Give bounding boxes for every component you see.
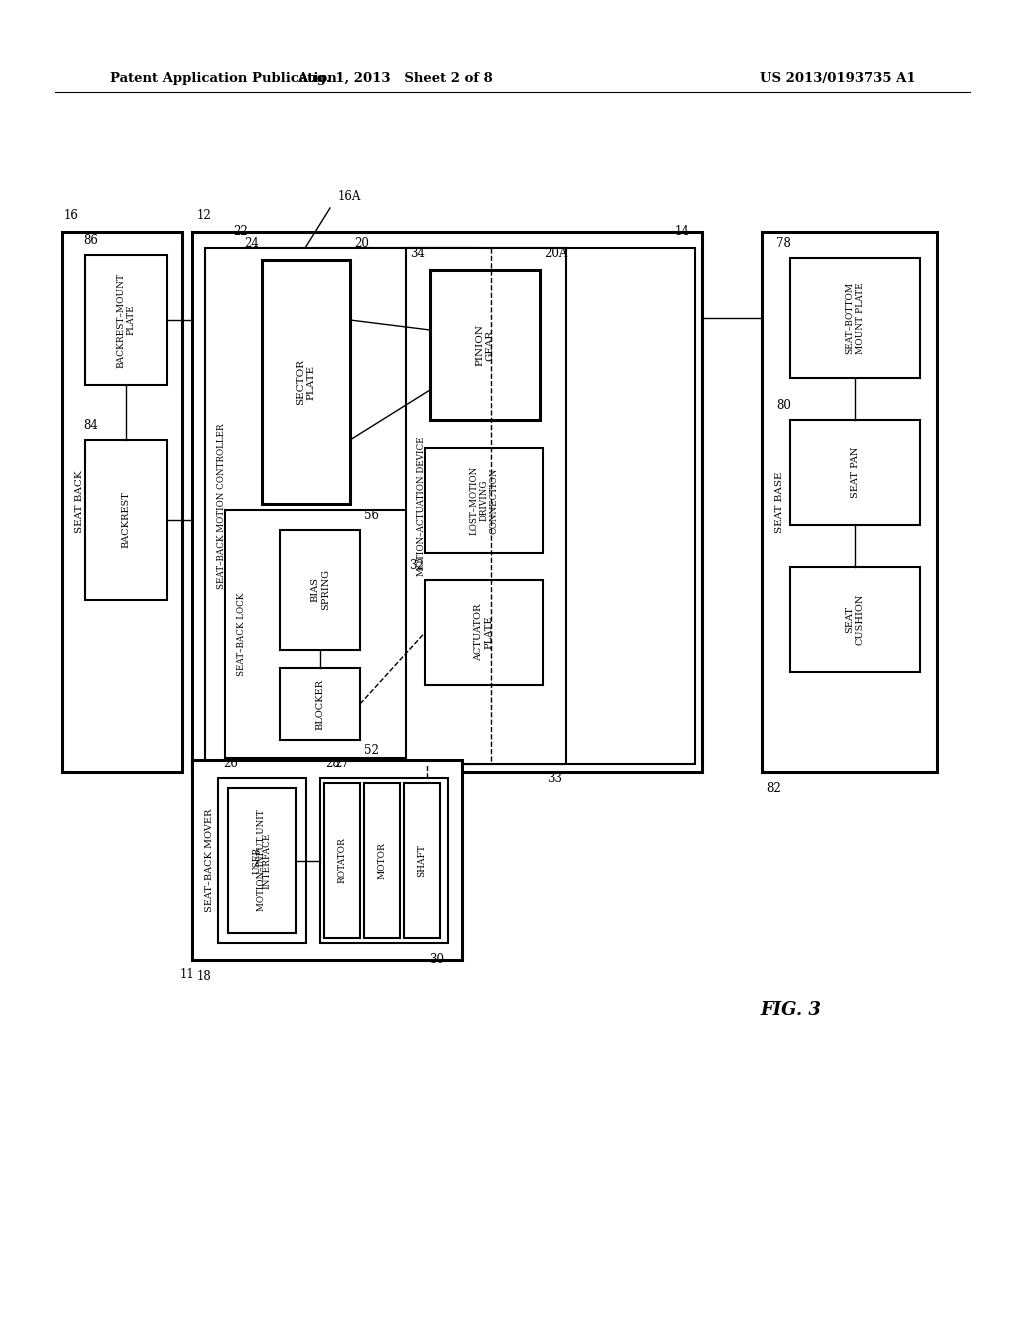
Bar bbox=[262, 260, 350, 504]
Text: ROTATOR: ROTATOR bbox=[338, 838, 346, 883]
Text: 24: 24 bbox=[244, 238, 259, 249]
Text: 16: 16 bbox=[63, 209, 79, 222]
Text: 26: 26 bbox=[223, 756, 238, 770]
Text: SEAT
CUSHION: SEAT CUSHION bbox=[845, 594, 864, 645]
Text: 11: 11 bbox=[180, 968, 195, 981]
Text: 22: 22 bbox=[233, 224, 248, 238]
Bar bbox=[762, 232, 937, 772]
Bar bbox=[404, 783, 440, 939]
Text: 16A: 16A bbox=[338, 190, 361, 203]
Text: 28: 28 bbox=[325, 756, 340, 770]
Bar bbox=[790, 257, 920, 378]
Bar bbox=[406, 248, 566, 764]
Text: SEAT–BACK LOCK: SEAT–BACK LOCK bbox=[237, 593, 246, 676]
Text: 82: 82 bbox=[766, 781, 780, 795]
Text: 34: 34 bbox=[410, 247, 425, 260]
Text: SEAT–BACK MOVER: SEAT–BACK MOVER bbox=[206, 808, 214, 912]
Text: SEAT PAN: SEAT PAN bbox=[851, 446, 859, 498]
Text: 84: 84 bbox=[83, 418, 98, 432]
Text: 33: 33 bbox=[547, 772, 562, 785]
Bar bbox=[790, 568, 920, 672]
Text: 32: 32 bbox=[409, 558, 424, 572]
Text: USER
INTERFACE: USER INTERFACE bbox=[252, 832, 271, 888]
Bar bbox=[364, 783, 400, 939]
Text: BACKREST: BACKREST bbox=[122, 491, 130, 548]
Text: 52: 52 bbox=[364, 744, 379, 756]
Bar bbox=[85, 255, 167, 385]
Bar bbox=[250, 248, 695, 764]
Text: SECTOR
PLATE: SECTOR PLATE bbox=[296, 359, 315, 405]
Bar bbox=[193, 760, 462, 960]
Bar bbox=[430, 271, 540, 420]
Bar bbox=[280, 531, 360, 649]
Text: 86: 86 bbox=[83, 234, 98, 247]
Text: SEAT–BACK MOTION CONTROLLER: SEAT–BACK MOTION CONTROLLER bbox=[216, 424, 225, 589]
Bar bbox=[280, 668, 360, 741]
Bar bbox=[324, 783, 360, 939]
Text: 27: 27 bbox=[335, 756, 349, 770]
Bar bbox=[193, 232, 702, 772]
Text: 12: 12 bbox=[197, 209, 212, 222]
Text: 14: 14 bbox=[675, 224, 690, 238]
Text: 80: 80 bbox=[776, 399, 791, 412]
Bar bbox=[319, 777, 449, 942]
Bar bbox=[790, 420, 920, 525]
Text: Aug. 1, 2013   Sheet 2 of 8: Aug. 1, 2013 Sheet 2 of 8 bbox=[297, 73, 493, 84]
Text: US 2013/0193735 A1: US 2013/0193735 A1 bbox=[760, 73, 915, 84]
Text: MOTION–INPUT UNIT: MOTION–INPUT UNIT bbox=[257, 809, 266, 911]
Text: 56: 56 bbox=[364, 510, 379, 521]
Text: BLOCKER: BLOCKER bbox=[315, 678, 325, 730]
Text: BIAS
SPRING: BIAS SPRING bbox=[310, 569, 330, 610]
Text: LOST–MOTION
DRIVING
CONNECTION: LOST–MOTION DRIVING CONNECTION bbox=[469, 466, 499, 535]
Bar bbox=[425, 447, 543, 553]
Bar bbox=[425, 579, 543, 685]
Bar bbox=[228, 788, 296, 933]
Text: BACKREST–MOUNT
PLATE: BACKREST–MOUNT PLATE bbox=[117, 272, 136, 367]
Text: Patent Application Publication: Patent Application Publication bbox=[110, 73, 337, 84]
Text: 20: 20 bbox=[354, 238, 369, 249]
Text: MOTOR: MOTOR bbox=[378, 842, 386, 879]
Text: PINION
GEAR: PINION GEAR bbox=[475, 323, 495, 366]
Text: SEAT–BOTTOM
MOUNT PLATE: SEAT–BOTTOM MOUNT PLATE bbox=[845, 282, 864, 354]
Bar bbox=[85, 440, 167, 601]
Text: 20A: 20A bbox=[544, 247, 567, 260]
Text: 78: 78 bbox=[776, 238, 791, 249]
Text: ACTUATOR
PLATE: ACTUATOR PLATE bbox=[474, 603, 494, 661]
Text: MOTION–ACTUATION DEVICE: MOTION–ACTUATION DEVICE bbox=[418, 436, 427, 576]
Text: SHAFT: SHAFT bbox=[418, 843, 427, 876]
Bar bbox=[218, 777, 306, 942]
Text: SEAT BACK: SEAT BACK bbox=[76, 471, 85, 533]
Bar bbox=[225, 510, 470, 758]
Bar bbox=[205, 248, 475, 764]
Text: 18: 18 bbox=[197, 970, 212, 983]
Bar bbox=[62, 232, 182, 772]
Text: 30: 30 bbox=[429, 953, 444, 966]
Text: FIG. 3: FIG. 3 bbox=[760, 1001, 821, 1019]
Text: SEAT BASE: SEAT BASE bbox=[775, 471, 784, 533]
